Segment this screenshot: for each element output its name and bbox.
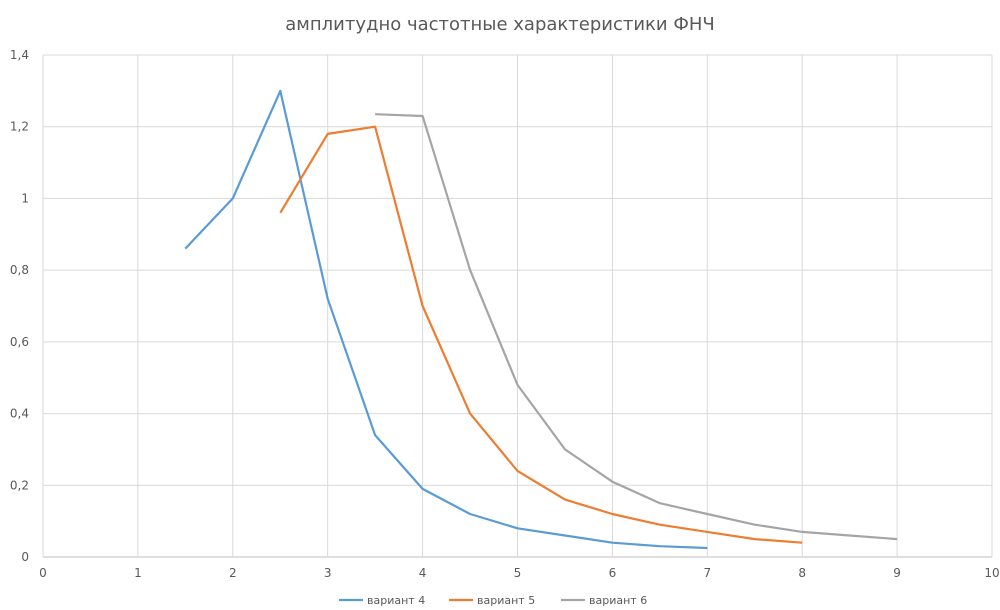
y-tick-label: 0 xyxy=(21,550,29,564)
y-tick-label: 1,2 xyxy=(10,120,29,134)
x-tick-label: 5 xyxy=(514,566,522,580)
y-tick-label: 1 xyxy=(21,191,29,205)
x-tick-label: 2 xyxy=(229,566,237,580)
y-tick-label: 0,6 xyxy=(10,335,29,349)
x-tick-label: 4 xyxy=(419,566,427,580)
y-tick-label: 0,4 xyxy=(10,407,29,421)
x-tick-label: 0 xyxy=(39,566,47,580)
x-tick-label: 3 xyxy=(324,566,332,580)
series-line-3 xyxy=(375,113,898,541)
x-tick-label: 8 xyxy=(798,566,806,580)
legend-label-3: вариант 6 xyxy=(589,594,647,607)
x-tick-label: 1 xyxy=(134,566,142,580)
x-tick-label: 7 xyxy=(703,566,711,580)
x-tick-label: 6 xyxy=(609,566,617,580)
y-tick-label: 1,4 xyxy=(10,48,29,62)
legend-label-1: вариант 4 xyxy=(367,594,425,607)
y-tick-label: 0,2 xyxy=(10,478,29,492)
y-tick-label: 0,8 xyxy=(10,263,29,277)
chart-title: амплитудно частотные характеристики ФНЧ xyxy=(285,14,715,35)
x-tick-label: 9 xyxy=(893,566,901,580)
legend-label-2: вариант 5 xyxy=(477,594,535,607)
series-line-2 xyxy=(279,125,803,544)
x-tick-label: 10 xyxy=(984,566,999,580)
series-line-1 xyxy=(184,89,708,550)
